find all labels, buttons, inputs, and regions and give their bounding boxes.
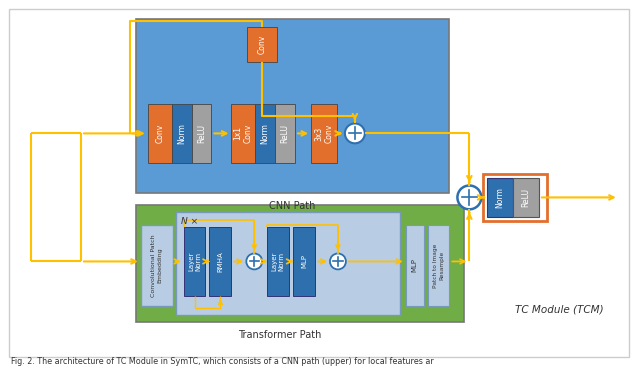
- Bar: [275, 104, 295, 163]
- Text: Convolutional Patch
Embedding: Convolutional Patch Embedding: [151, 234, 162, 297]
- Text: CNN Path: CNN Path: [269, 201, 316, 211]
- Text: 3x3
Conv: 3x3 Conv: [314, 124, 333, 143]
- Text: RMHA: RMHA: [218, 251, 223, 272]
- Text: Layer
Norm: Layer Norm: [272, 252, 285, 271]
- Bar: [136, 19, 449, 193]
- Bar: [209, 227, 232, 296]
- Text: ReLU: ReLU: [197, 124, 206, 143]
- Text: Layer
Norm: Layer Norm: [188, 252, 201, 271]
- Bar: [141, 225, 173, 306]
- Circle shape: [345, 123, 365, 143]
- Bar: [247, 27, 277, 62]
- Text: Patch to Image
Resample: Patch to Image Resample: [433, 243, 444, 288]
- Text: Fig. 2. The architecture of TC Module in SymTC, which consists of a CNN path (up: Fig. 2. The architecture of TC Module in…: [12, 357, 434, 366]
- Text: ReLU: ReLU: [522, 188, 531, 207]
- Bar: [191, 104, 211, 163]
- Text: Norm: Norm: [260, 123, 269, 144]
- Bar: [148, 104, 172, 163]
- Circle shape: [246, 254, 262, 269]
- Bar: [232, 104, 255, 163]
- Text: MLP: MLP: [301, 254, 307, 269]
- Text: MLP: MLP: [412, 258, 417, 272]
- Circle shape: [330, 254, 346, 269]
- Bar: [428, 225, 449, 306]
- Text: Norm: Norm: [177, 123, 186, 144]
- Bar: [184, 227, 205, 296]
- Text: N ×: N ×: [180, 217, 198, 226]
- Text: Conv: Conv: [155, 124, 164, 143]
- Text: 1x1
Conv: 1x1 Conv: [234, 124, 253, 143]
- Bar: [487, 178, 513, 217]
- Bar: [255, 104, 275, 163]
- Bar: [311, 104, 337, 163]
- Bar: [172, 104, 191, 163]
- Text: Norm: Norm: [496, 187, 505, 208]
- Bar: [175, 212, 399, 315]
- Circle shape: [458, 186, 481, 209]
- Bar: [483, 174, 547, 221]
- Bar: [268, 227, 289, 296]
- Text: ReLU: ReLU: [281, 124, 290, 143]
- Bar: [293, 227, 315, 296]
- Text: Transformer Path: Transformer Path: [239, 330, 322, 340]
- Bar: [136, 205, 465, 322]
- Text: TC Module (TCM): TC Module (TCM): [515, 304, 604, 314]
- Bar: [513, 178, 539, 217]
- Text: Conv: Conv: [258, 35, 267, 54]
- Bar: [406, 225, 424, 306]
